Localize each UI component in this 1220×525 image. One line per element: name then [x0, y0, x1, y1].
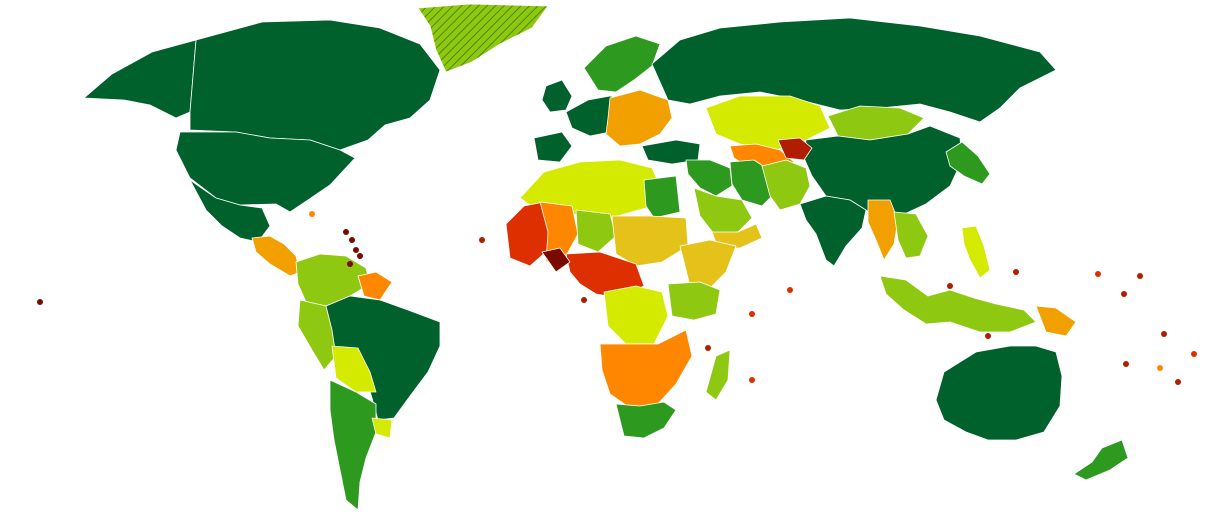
alaska-region	[83, 39, 197, 119]
japan-korea-region	[945, 141, 991, 185]
island-dot	[343, 229, 349, 235]
usa-region	[175, 131, 356, 213]
iberia-region	[533, 131, 573, 163]
india-region	[799, 195, 867, 267]
island-dot	[479, 237, 485, 243]
philippines-region	[961, 225, 991, 279]
chad-sudan-region	[611, 215, 689, 267]
afghanistan-pakistan-region	[761, 159, 811, 211]
horn-of-africa-region	[679, 239, 737, 289]
scandinavia-region	[583, 35, 661, 93]
south-africa-region	[615, 401, 677, 439]
bolivia-region	[331, 345, 377, 393]
island-dot	[357, 253, 363, 259]
papua-region	[1035, 305, 1077, 337]
eastern-europe-region	[605, 89, 673, 147]
mexico-region	[189, 179, 271, 243]
island-dot	[581, 297, 587, 303]
island-dot	[1157, 365, 1163, 371]
australia-region	[935, 345, 1063, 441]
island-dot	[1175, 379, 1181, 385]
southern-africa-region	[599, 329, 693, 409]
island-dot	[705, 345, 711, 351]
island-dot	[985, 333, 991, 339]
middle-east-region	[685, 159, 733, 197]
indonesia-region	[879, 275, 1037, 333]
china-region	[803, 125, 963, 217]
east-africa-region	[667, 281, 721, 321]
island-dot	[1095, 271, 1101, 277]
greenland-region	[417, 3, 549, 73]
saudi-arabia-region	[693, 187, 753, 235]
island-dot	[349, 237, 355, 243]
uk-ireland-region	[541, 79, 573, 113]
chile-argentina-region	[329, 379, 377, 511]
island-dot	[1161, 331, 1167, 337]
central-african-core-region	[541, 247, 571, 273]
russia-region	[651, 17, 1057, 123]
madagascar-region	[705, 349, 731, 401]
uruguay-region	[371, 417, 393, 439]
drc-region	[603, 285, 669, 345]
island-dot	[947, 283, 953, 289]
egypt-region	[643, 175, 681, 219]
island-dot	[1123, 361, 1129, 367]
island-dot	[37, 299, 43, 305]
canada-region	[189, 19, 441, 151]
central-america-region	[251, 235, 301, 277]
island-dot	[749, 311, 755, 317]
island-markers	[37, 211, 1197, 385]
island-dot	[309, 211, 315, 217]
island-dot	[347, 261, 353, 267]
colombia-venezuela-region	[295, 253, 371, 307]
southeast-asia-region	[867, 199, 899, 261]
tajikistan-region	[777, 137, 813, 161]
kazakhstan-region	[705, 95, 831, 151]
island-dot	[1191, 351, 1197, 357]
guianas-region	[357, 271, 393, 301]
island-dot	[353, 247, 359, 253]
new-zealand-region	[1073, 439, 1129, 481]
island-dot	[1013, 269, 1019, 275]
indochina-region	[893, 211, 929, 259]
island-dot	[749, 377, 755, 383]
island-dot	[787, 287, 793, 293]
island-dot	[1121, 291, 1127, 297]
niger-region	[575, 209, 617, 253]
island-dot	[1137, 273, 1143, 279]
